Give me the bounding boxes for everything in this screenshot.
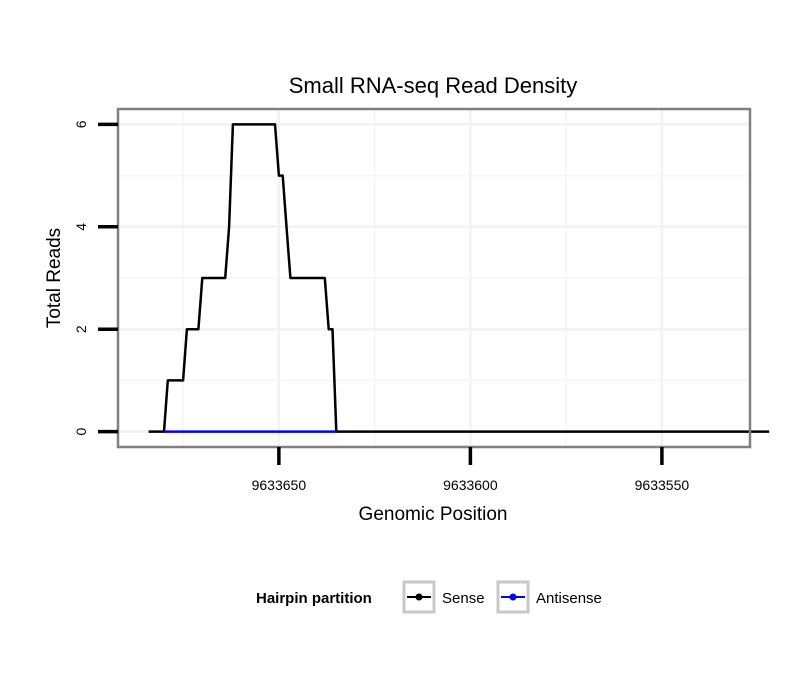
- x-axis-label: Genomic Position: [359, 504, 508, 525]
- y-tick-label: 4: [73, 223, 89, 231]
- x-axis: 9633650 9633600 9633550: [252, 447, 690, 493]
- legend-label-sense: Sense: [442, 590, 485, 607]
- x-tick-label: 9633600: [443, 477, 498, 493]
- plot-border: [116, 107, 752, 449]
- chart-title: Small RNA-seq Read Density: [289, 73, 578, 98]
- y-axis: 0 2 4 6: [73, 120, 118, 436]
- y-tick-label: 6: [73, 120, 89, 128]
- y-tick-label: 0: [73, 428, 89, 436]
- legend-label-antisense: Antisense: [536, 590, 602, 607]
- series-lines: [148, 123, 770, 433]
- series-line-sense: [148, 123, 770, 433]
- x-tick-label: 9633650: [252, 477, 307, 493]
- y-axis-label: Total Reads: [44, 228, 65, 328]
- legend-point-antisense: [509, 593, 517, 601]
- plot-area: [116, 107, 770, 449]
- x-tick-label: 9633550: [635, 477, 690, 493]
- y-tick-label: 2: [73, 325, 89, 333]
- legend-title: Hairpin partition: [256, 590, 372, 607]
- legend: Hairpin partition Sense Antisense: [256, 580, 602, 614]
- legend-point-sense: [415, 593, 423, 601]
